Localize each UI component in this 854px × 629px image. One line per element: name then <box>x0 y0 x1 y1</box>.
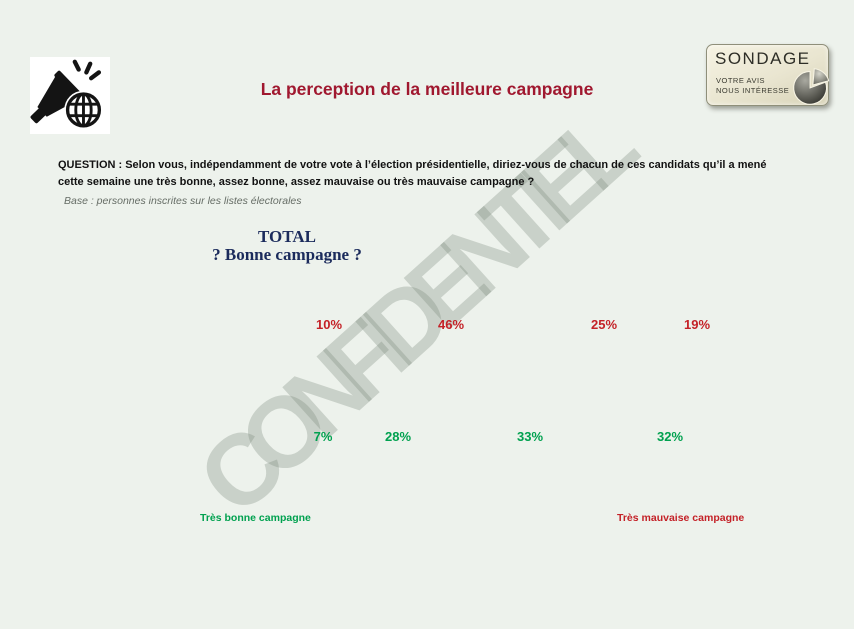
value-label-green-1: 7% <box>313 429 333 444</box>
chart-header: TOTAL ? Bonne campagne ? <box>161 227 413 265</box>
value-label-green-2: 28% <box>384 429 412 444</box>
page-title: La perception de la meilleure campagne <box>260 79 594 99</box>
value-label-red-4: 19% <box>683 317 711 332</box>
globe-icon <box>64 90 103 130</box>
value-label-red-2: 46% <box>437 317 465 332</box>
badge-subtitle-line1: VOTRE AVIS <box>716 76 766 85</box>
chart-header-line2: ? Bonne campagne ? <box>212 245 362 265</box>
chart-header-line1: TOTAL <box>258 227 316 246</box>
sondage-badge: SONDAGE VOTRE AVIS NOUS INTÉRESSE <box>706 44 830 106</box>
question-text: QUESTION : Selon vous, indépendamment de… <box>58 159 767 189</box>
value-label-red-1: 10% <box>315 317 343 332</box>
megaphone-globe-icon <box>30 59 103 130</box>
base-note: Base : personnes inscrites sur les liste… <box>64 195 302 207</box>
badge-subtitle-line2: NOUS INTÉRESSE <box>716 85 790 95</box>
megaphone-globe-logo <box>30 57 110 134</box>
axis-label-best-campaign: Très bonne campagne <box>200 512 311 524</box>
value-label-red-3: 25% <box>590 317 618 332</box>
value-label-green-4: 32% <box>656 429 684 444</box>
badge-title: SONDAGE <box>715 49 811 68</box>
value-label-green-3: 33% <box>516 429 544 444</box>
axis-label-worst-campaign: Très mauvaise campagne <box>617 512 745 524</box>
badge-subtitle: VOTRE AVIS NOUS INTÉRESSE <box>716 76 789 96</box>
pie-chart-icon <box>793 68 830 105</box>
